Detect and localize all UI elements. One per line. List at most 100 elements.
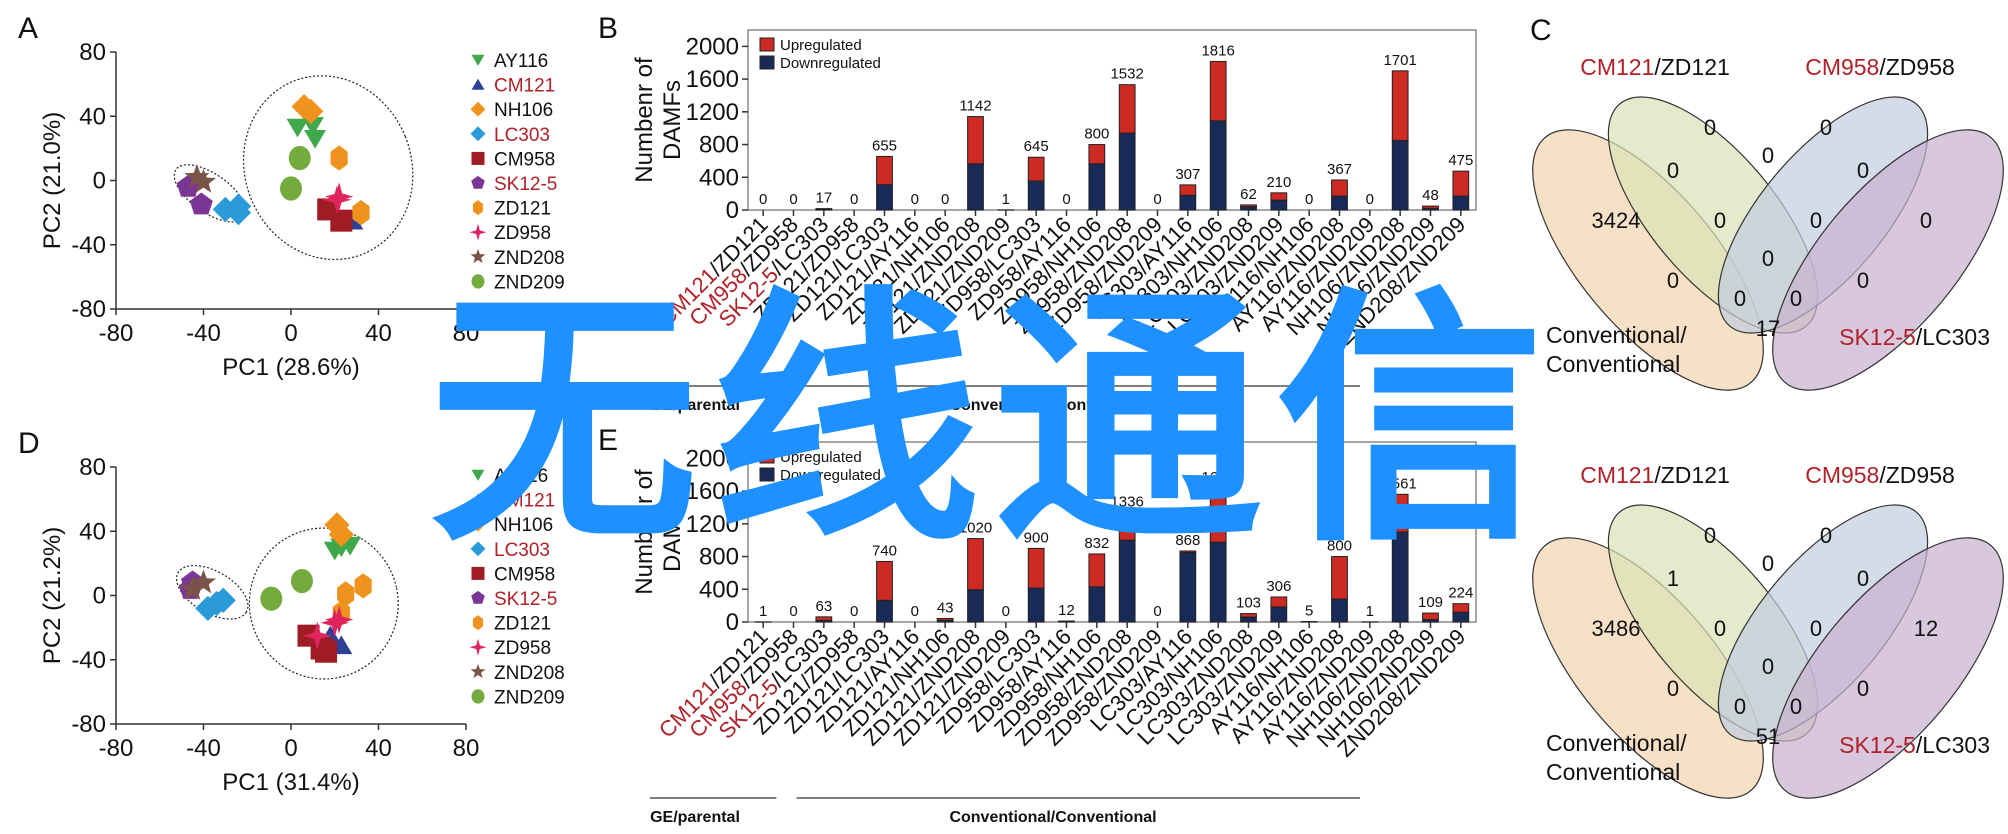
legend-label: AY116 [494,466,548,487]
y-axis-label: PC2 (21.0%) [39,112,66,249]
venn-region-count: 0 [1820,115,1832,140]
bar-value-label: 43 [937,599,954,616]
legend-marker-nh106 [470,516,486,532]
bar-value-label: 1816 [1201,42,1234,59]
y-tick-label: 0 [93,583,106,610]
venn-region-count: 0 [1667,268,1679,293]
venn-region-count: 0 [1857,676,1869,701]
y-tick-label: -40 [71,232,106,259]
x-tick-label: 40 [365,735,392,762]
legend-label: CM958 [494,564,555,585]
bar-upregulated [1118,512,1136,541]
legend-label-downregulated: Downregulated [780,55,881,72]
venn-region-count: 1 [1667,566,1679,591]
y-tick-label: 80 [79,454,106,481]
venn-region-count: 0 [1704,115,1716,140]
legend-marker-znd209 [471,689,485,704]
bar-value-label: 306 [1266,578,1291,595]
group-label-conventional: Conventional/Conventional [949,397,1156,414]
group-label-conventional: Conventional/Conventional [949,809,1156,826]
bar-upregulated [1027,547,1045,589]
legend-label: NH106 [494,100,553,121]
legend-label: ZD121 [494,614,551,635]
y-tick-label: 80 [79,39,106,66]
data-point-znd209 [260,586,283,611]
bar-value-label: 5 [1305,603,1313,620]
y-tick-label: 1200 [686,511,739,538]
bar-upregulated [876,155,893,186]
bar-value-label: 0 [850,191,858,208]
bar-value-label: 17 [815,190,832,207]
set-label-red-part: CM121 [1580,54,1654,80]
bar-downregulated [1391,139,1409,211]
bar-value-label: 645 [1024,138,1049,155]
bar-upregulated [1391,70,1409,141]
panel-letter: D [18,427,40,460]
data-point-lc303 [225,199,252,226]
cluster-ellipse [248,527,399,680]
data-point-zd958 [302,621,332,650]
venn-region-count: 0 [1762,551,1774,576]
legend-label: ZND209 [494,272,565,293]
bar-upregulated [1088,144,1106,165]
legend-label: CM121 [494,76,555,97]
bar-value-label: 1640 [1201,469,1234,486]
pca-panel-a: A -80 -40 0 40 80 -80 -40 0 40 80 PC1 (28.6%) PC2 (2… [18,12,565,381]
legend-marker-lc303 [470,541,486,557]
legend-label: CM121 [494,491,555,512]
y-tick-label: 0 [726,609,739,636]
venn-region-count: 0 [1734,286,1746,311]
legend-marker-ay116 [471,54,485,66]
set-label-red-part: CM958 [1805,462,1879,488]
venn-set-sk12-5-lc303 [1772,129,2004,391]
venn-region-count: 3424 [1592,208,1641,233]
bar-value-label: 740 [872,542,897,559]
bar-upregulated [1118,84,1136,134]
y-tick-label: -80 [71,296,106,323]
bar-upregulated [1270,596,1288,608]
bar-value-label: 475 [1448,152,1473,169]
cluster-ellipse [175,564,249,620]
set-label-rest: /ZD958 [1879,54,1954,80]
bar-value-label: 1701 [1383,52,1416,69]
set-label-red-part: CM958 [1805,54,1879,80]
venn-region-count: 0 [1734,694,1746,719]
data-point-nh106 [298,98,324,125]
legend-label: LC303 [494,540,550,561]
venn-label-set4-line2: Conventional [1546,759,1680,785]
data-point-sk12-5 [189,192,213,215]
venn-label-set2: CM958/ZD958 [1805,462,1955,488]
bar-value-label: 900 [1024,529,1049,546]
data-point-zd958 [320,608,350,638]
watermark-text: 无线通信 [430,266,1558,578]
data-point-zd958 [324,605,354,634]
legend-label: ZND209 [494,687,565,708]
data-point-cm958 [330,209,353,232]
data-point-lc303 [210,587,236,613]
set-label-rest: /LC303 [1916,324,1990,350]
bar-downregulated [1088,586,1106,623]
y-tick-label: 400 [699,576,739,603]
bar-downregulated [1270,606,1288,623]
y-tick-label: 800 [699,132,739,159]
bar-value-label: 48 [1422,187,1439,204]
data-point-zd121 [352,199,370,226]
venn-region-count: 0 [1810,208,1822,233]
set-label-rest: /LC303 [1916,732,1990,758]
venn-label-set3: SK12-5/LC303 [1839,732,1990,758]
legend-label-upregulated: Upregulated [780,449,862,466]
set-label-rest: /ZD121 [1654,462,1729,488]
venn-region-count: 0 [1820,523,1832,548]
legend-swatch-upregulated [759,37,775,52]
y-tick-label: 1600 [686,478,739,505]
legend-label: AY116 [494,51,548,72]
bar-panel-b: B 0 400 800 1200 1600 2000 Numbenr of DAMFs Upreg… [598,12,1477,414]
legend-marker-zd958 [469,223,487,241]
bar-value-label: 1532 [1110,66,1143,83]
legend-marker-zd121 [472,200,484,216]
panel-letter: B [598,12,618,45]
legend-swatch-downregulated [759,55,775,70]
bar-upregulated [1270,192,1288,201]
bar-value-label: 0 [911,603,919,620]
